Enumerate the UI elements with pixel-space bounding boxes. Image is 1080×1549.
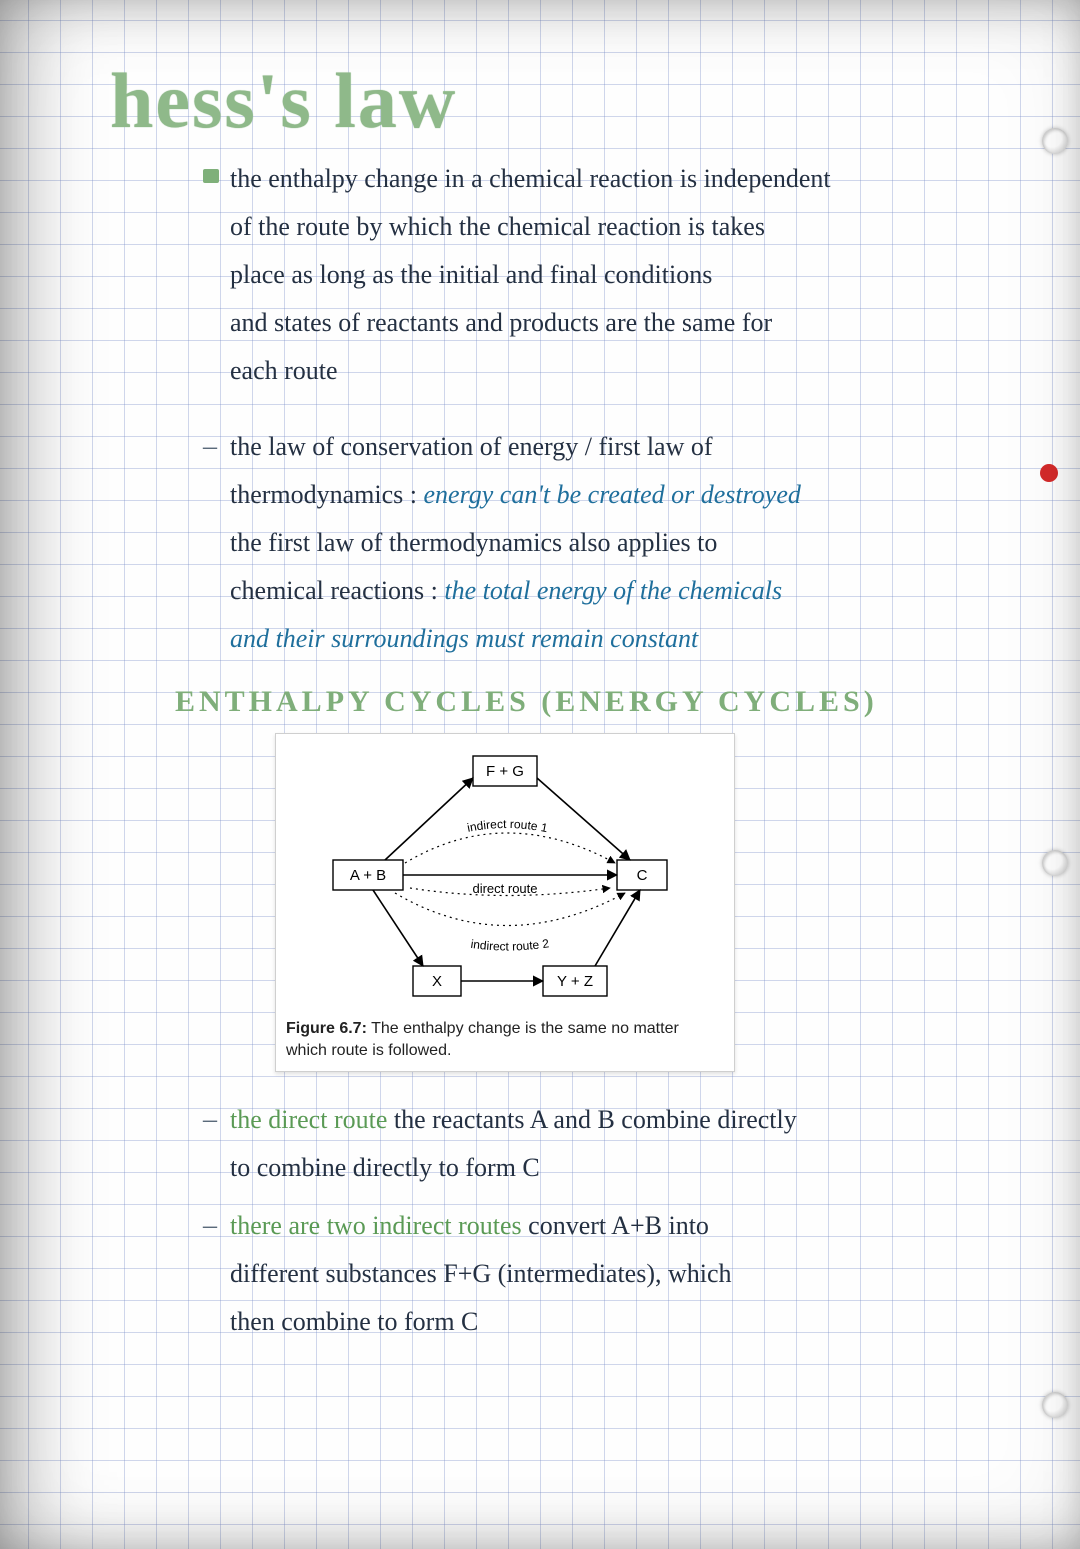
p3-line1: the direct route the reactants A and B c… bbox=[115, 1096, 1045, 1144]
dotted-indirect-1 bbox=[405, 833, 615, 863]
arrow-YZ-C bbox=[595, 890, 640, 966]
enthalpy-cycle-figure: F + G A + B C X Y + Z bbox=[275, 733, 735, 1072]
node-AB: A + B bbox=[333, 860, 403, 890]
arrow-AB-X bbox=[373, 890, 423, 966]
dotted-indirect-2 bbox=[395, 893, 625, 926]
caption-bold: Figure 6.7: bbox=[286, 1020, 367, 1037]
label-FG: F + G bbox=[486, 763, 524, 780]
p2-l4-highlight: the total energy of the chemicals bbox=[444, 576, 782, 605]
page-title: hess's law bbox=[110, 56, 457, 146]
label-indirect2: indirect route 2 bbox=[470, 936, 550, 953]
p2-l5-highlight: and their surroundings must remain const… bbox=[230, 624, 698, 653]
p2-line2: thermodynamics : energy can't be created… bbox=[115, 471, 1045, 519]
node-C: C bbox=[617, 860, 667, 890]
section-heading: ENTHALPY CYCLES (ENERGY CYCLES) bbox=[115, 685, 1045, 719]
p2-l4-plain: chemical reactions : bbox=[230, 576, 444, 605]
p1-line4: and states of reactants and products are… bbox=[115, 299, 1045, 347]
p2-line3: the first law of thermodynamics also app… bbox=[115, 519, 1045, 567]
label-direct: direct route bbox=[472, 881, 537, 896]
p2-l2-highlight: energy can't be created or destroyed bbox=[424, 480, 801, 509]
p4-line2: different substances F+G (intermediates)… bbox=[115, 1250, 1045, 1298]
punch-hole bbox=[1042, 1392, 1068, 1418]
label-YZ: Y + Z bbox=[557, 973, 593, 990]
node-YZ: Y + Z bbox=[543, 966, 607, 996]
punch-hole bbox=[1042, 850, 1068, 876]
arrow-FG-C bbox=[537, 778, 630, 860]
p1-line1: the enthalpy change in a chemical reacti… bbox=[115, 155, 1045, 203]
red-dot bbox=[1040, 464, 1058, 482]
p3-line2: to combine directly to form C bbox=[115, 1144, 1045, 1192]
cycle-diagram-svg: F + G A + B C X Y + Z bbox=[295, 748, 715, 1008]
p3-l1-green: the direct route bbox=[230, 1105, 387, 1134]
node-X: X bbox=[413, 966, 461, 996]
node-FG: F + G bbox=[473, 756, 537, 786]
p4-l1-rest: convert A+B into bbox=[522, 1211, 709, 1240]
p2-line4: chemical reactions : the total energy of… bbox=[115, 567, 1045, 615]
label-C: C bbox=[637, 867, 648, 884]
title-text: hess's law bbox=[110, 57, 457, 144]
notes-content: the enthalpy change in a chemical reacti… bbox=[115, 155, 1045, 1346]
p3-l1-rest: the reactants A and B combine directly bbox=[387, 1105, 796, 1134]
p4-l1-green: there are two indirect routes bbox=[230, 1211, 522, 1240]
p1-line5: each route bbox=[115, 347, 1045, 395]
label-X: X bbox=[432, 973, 442, 990]
p2-l2-plain: thermodynamics : bbox=[230, 480, 424, 509]
p1-line2: of the route by which the chemical react… bbox=[115, 203, 1045, 251]
p4-line3: then combine to form C bbox=[115, 1298, 1045, 1346]
p2-line5: and their surroundings must remain const… bbox=[115, 615, 1045, 663]
p4-line1: there are two indirect routes convert A+… bbox=[115, 1202, 1045, 1250]
p1-line3: place as long as the initial and final c… bbox=[115, 251, 1045, 299]
p2-line1: the law of conservation of energy / firs… bbox=[115, 423, 1045, 471]
arrow-AB-FG bbox=[385, 778, 473, 860]
punch-hole bbox=[1042, 128, 1068, 154]
figure-caption: Figure 6.7: The enthalpy change is the s… bbox=[286, 1018, 724, 1061]
label-AB: A + B bbox=[350, 867, 386, 884]
